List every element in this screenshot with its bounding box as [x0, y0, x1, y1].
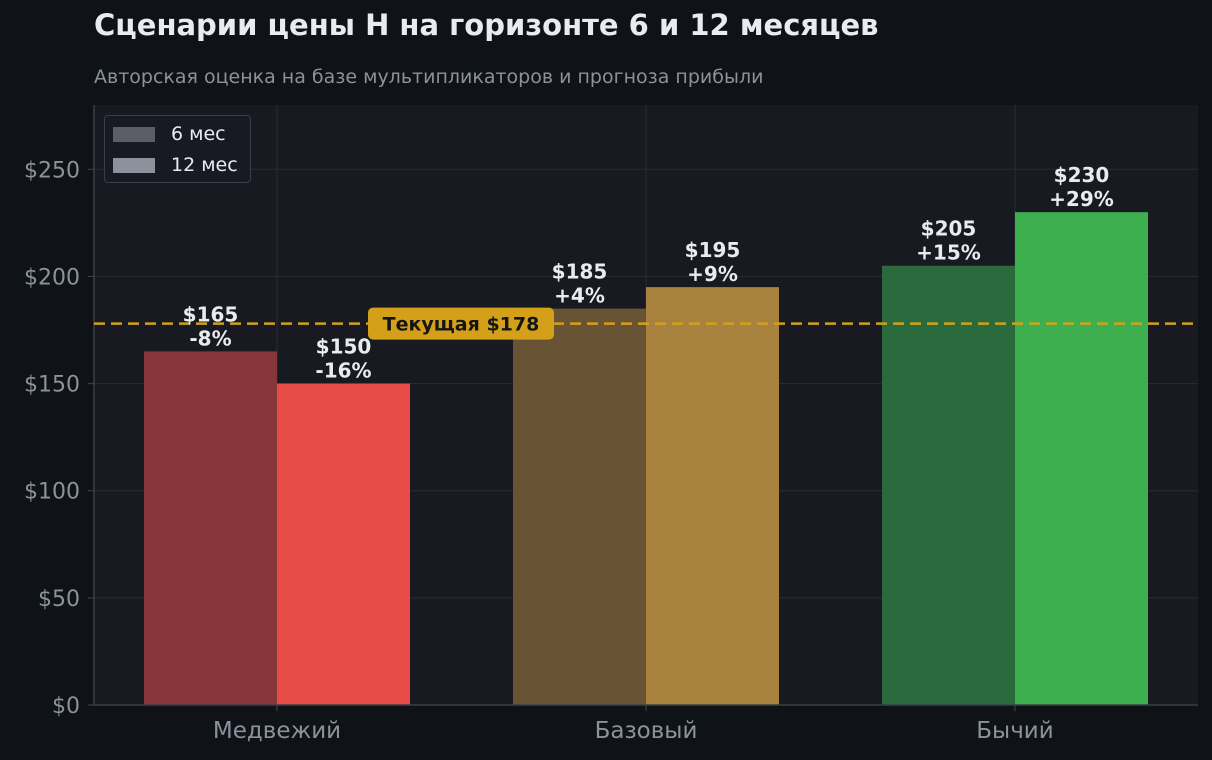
legend-label-6m: 6 мес: [171, 123, 226, 145]
current-price-badge: [368, 307, 554, 340]
bar-change-label: +9%: [687, 262, 738, 286]
bar-value-label: $185: [552, 260, 608, 284]
y-tick-label: $100: [24, 480, 80, 505]
legend-swatch-12m: [113, 157, 155, 173]
y-tick-label: $250: [24, 158, 80, 183]
bar-12m: [646, 287, 779, 705]
bar-value-label: $165: [183, 302, 239, 326]
chart-title: Сценарии цены H на горизонте 6 и 12 меся…: [94, 8, 879, 42]
y-tick-label: $50: [38, 587, 80, 612]
bar-change-label: -16%: [315, 359, 371, 383]
x-tick-label: Базовый: [595, 718, 698, 744]
x-tick-label: Бычий: [976, 718, 1053, 744]
bar-change-label: +15%: [916, 241, 981, 265]
bar-change-label: +4%: [554, 284, 605, 308]
legend-swatch-6m: [113, 126, 155, 142]
bar-6m: [144, 351, 277, 705]
bar-value-label: $205: [921, 217, 977, 241]
current-price-label: Текущая $178: [383, 314, 540, 336]
bar-value-label: $230: [1054, 163, 1110, 187]
chart-legend: 6 мес 12 мес: [104, 115, 251, 183]
bar-value-label: $150: [316, 335, 372, 359]
bar-12m: [277, 383, 410, 705]
y-tick-label: $0: [52, 694, 80, 719]
chart-subtitle: Авторская оценка на базе мультипликаторо…: [94, 66, 764, 88]
y-tick-label: $200: [24, 265, 80, 290]
legend-item-12m: 12 мес: [113, 154, 238, 176]
bar-change-label: -8%: [189, 326, 231, 350]
bar-6m: [513, 308, 646, 705]
x-tick-label: Медвежий: [213, 718, 341, 744]
bar-change-label: +29%: [1049, 187, 1114, 211]
bar-value-label: $195: [685, 238, 741, 262]
legend-label-12m: 12 мес: [171, 154, 238, 176]
y-tick-label: $150: [24, 373, 80, 398]
legend-item-6m: 6 мес: [113, 123, 226, 145]
bar-6m: [882, 265, 1015, 705]
bar-12m: [1015, 212, 1148, 705]
